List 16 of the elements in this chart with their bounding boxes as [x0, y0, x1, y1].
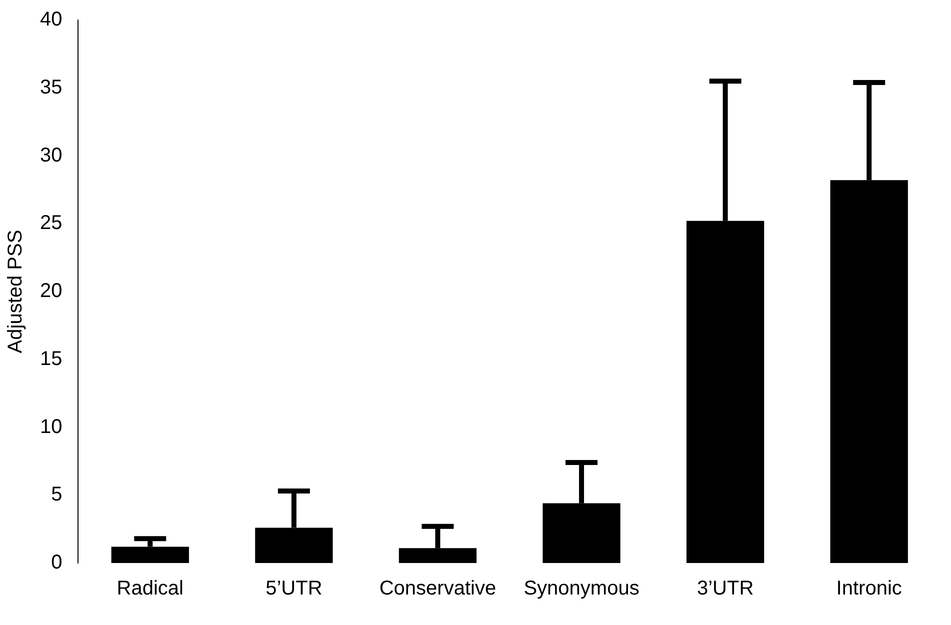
x-tick-label: Conservative [379, 578, 496, 600]
y-tick-label: 35 [40, 76, 62, 98]
y-tick-label: 20 [40, 280, 62, 302]
y-tick-label: 5 [51, 484, 62, 506]
y-tick-label: 10 [40, 416, 62, 438]
x-tick-label: Radical [116, 578, 184, 600]
x-tick-label: 5’UTR [266, 578, 322, 600]
x-tick-label: Intronic [836, 578, 902, 600]
y-tick-label: 25 [40, 212, 62, 234]
y-axis-title: Adjusted PSS [4, 230, 27, 354]
x-tick-label: Synonymous [524, 578, 640, 600]
y-tick-label: 30 [40, 144, 62, 166]
x-tick-label: 3’UTR [696, 578, 754, 600]
y-tick-label: 0 [51, 552, 62, 574]
y-tick-label: 40 [40, 8, 62, 31]
y-tick-label: 15 [40, 348, 62, 370]
